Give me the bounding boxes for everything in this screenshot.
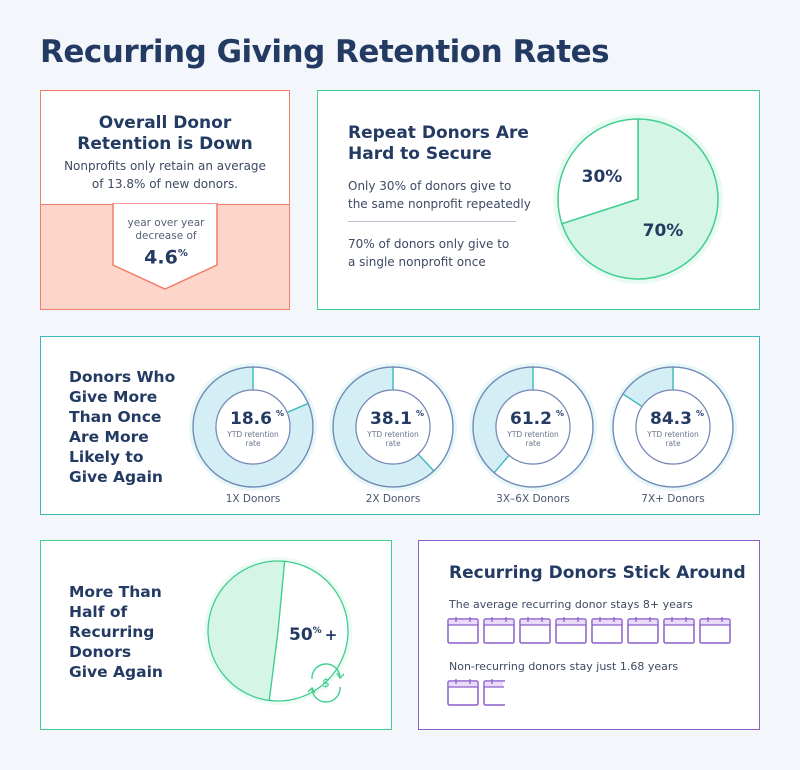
calendar-icon — [699, 617, 731, 644]
pie-slice-70 — [560, 118, 719, 280]
card5-text2: Non-recurring donors stay just 1.68 year… — [449, 660, 679, 673]
donut-unit: % — [696, 409, 704, 418]
donut-value: 18.6 — [230, 409, 272, 429]
donut-unit: % — [416, 409, 424, 418]
card4-heading-line: Donors — [69, 643, 132, 661]
badge-line1: year over year — [127, 217, 205, 229]
recurring-half-pie: 50% + $ — [204, 557, 352, 705]
donut-sublabel: YTD retention — [226, 430, 279, 439]
calendar-icon — [519, 617, 551, 644]
card4-heading-line: More Than — [69, 583, 162, 601]
card2-text1-line1: Only 30% of donors give to — [348, 179, 512, 193]
card3-heading-line: Give Again — [69, 468, 163, 486]
pie-label-30: 30% — [582, 167, 623, 187]
calendar-icon — [555, 617, 587, 644]
pie-slice-green — [207, 560, 286, 702]
card2-heading-line2: Hard to Secure — [348, 144, 492, 164]
card5-text1: The average recurring donor stays 8+ yea… — [449, 598, 693, 611]
card3-heading-line: Give More — [69, 388, 158, 406]
card2-text1-line2: the same nonprofit repeatedly — [348, 197, 531, 211]
donut-sublabel: rate — [665, 439, 681, 448]
donut-value: 38.1 — [370, 409, 412, 429]
card1-text-line1: Nonprofits only retain an average — [64, 159, 266, 173]
card1-heading-line1: Overall Donor — [98, 113, 232, 133]
card2-text2-line1: 70% of donors only give to — [348, 237, 510, 251]
card2-heading-line1: Repeat Donors Are — [348, 123, 529, 143]
calendar-icon — [447, 679, 479, 706]
pie-slice-30 — [557, 118, 639, 225]
pie-label-70: 70% — [643, 221, 684, 241]
card4-heading-line: Recurring — [69, 623, 155, 641]
pie-slice-white — [268, 560, 349, 702]
calendar-icon — [447, 617, 479, 644]
pie-value: 50% + — [289, 625, 337, 645]
calendar-icon — [483, 679, 515, 706]
card5-heading: Recurring Donors Stick Around — [449, 563, 746, 583]
recurring-dollar-icon: $ — [307, 663, 345, 703]
calendar-icon — [591, 617, 623, 644]
donut-sublabel: YTD retention — [646, 430, 699, 439]
donut-sublabel: rate — [525, 439, 541, 448]
card3-heading-line: Are More — [69, 428, 149, 446]
divider — [348, 221, 516, 222]
donut-sublabel: YTD retention — [366, 430, 419, 439]
donut-sublabel: rate — [245, 439, 261, 448]
donut-sublabel: rate — [385, 439, 401, 448]
donut-category-label: 7X+ Donors — [641, 493, 704, 505]
recurring-half-card: More Than Half of Recurring Donors Give Agai… — [40, 540, 392, 730]
card4-heading-line: Give Again — [69, 663, 163, 681]
badge-value: 4.6 — [144, 246, 178, 269]
stick-around-card: Recurring Donors Stick Around The averag… — [418, 540, 760, 730]
donut-value: 61.2 — [510, 409, 552, 429]
calendar-icon — [627, 617, 659, 644]
badge-arrow-shape — [112, 203, 218, 290]
calendar-icon — [663, 617, 695, 644]
badge-unit: % — [177, 248, 188, 259]
card4-heading-line: Half of — [69, 603, 128, 621]
donut-category-label: 3X–6X Donors — [496, 493, 570, 505]
badge-line2: decrease of — [135, 230, 197, 242]
donut-value: 84.3 — [650, 409, 692, 429]
donut-unit: % — [276, 409, 284, 418]
card3-heading-line: Donors Who — [69, 368, 176, 386]
repeat-donors-pie: 70% 30% — [553, 114, 723, 284]
card2-text2-line2: a single nonprofit once — [348, 255, 486, 269]
card1-text-line2: of 13.8% of new donors. — [91, 177, 239, 191]
overall-retention-card: Overall Donor Retention is Down Nonprofi… — [40, 90, 290, 310]
donor-frequency-card: Donors Who Give More Than Once Are More Like… — [40, 336, 760, 515]
donut-category-label: 1X Donors — [226, 493, 281, 505]
page-title: Recurring Giving Retention Rates — [40, 34, 610, 70]
donut-unit: % — [556, 409, 564, 418]
donut-sublabel: YTD retention — [506, 430, 559, 439]
calendar-icon — [483, 617, 515, 644]
card3-heading-line: Likely to — [69, 448, 144, 466]
donut-category-label: 2X Donors — [366, 493, 421, 505]
repeat-donors-card: Repeat Donors Are Hard to Secure Only 30… — [317, 90, 760, 310]
svg-text:$: $ — [322, 676, 330, 690]
card1-heading-line2: Retention is Down — [77, 134, 253, 154]
card3-heading-line: Than Once — [69, 408, 162, 426]
